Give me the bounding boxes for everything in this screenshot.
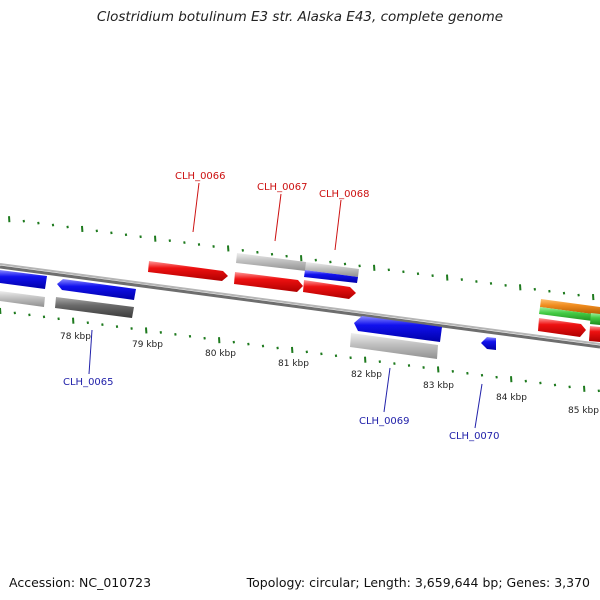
gene-arrow[interactable] bbox=[55, 297, 134, 318]
gene-arrow[interactable] bbox=[0, 291, 45, 307]
scale-label: 78 kbp bbox=[60, 332, 91, 342]
gene-arrow[interactable] bbox=[538, 318, 586, 337]
scale-label: 80 kbp bbox=[205, 349, 236, 359]
gene-arrow[interactable] bbox=[354, 316, 442, 342]
gene-arrow[interactable] bbox=[304, 270, 358, 283]
genome-map[interactable]: 78 kbp 79 kbp 80 kbp 81 kbp 82 kbp 83 kb… bbox=[0, 0, 600, 560]
scale-label: 82 kbp bbox=[351, 370, 382, 380]
gene-arrow[interactable] bbox=[350, 333, 438, 359]
scale-label: 85 kbp bbox=[568, 406, 599, 416]
gene-arrow[interactable] bbox=[303, 280, 356, 299]
genome-summary: Topology: circular; Length: 3,659,644 bp… bbox=[246, 575, 590, 590]
gene-label[interactable]: CLH_0065 bbox=[63, 377, 114, 388]
gene-arrow[interactable] bbox=[539, 307, 600, 322]
accession-text: Accession: NC_010723 bbox=[9, 575, 152, 590]
genome-backbone bbox=[0, 263, 600, 349]
gene-arrow[interactable] bbox=[57, 279, 136, 300]
gene-label[interactable]: CLH_0068 bbox=[319, 189, 370, 200]
page-title: Clostridium botulinum E3 str. Alaska E43… bbox=[96, 9, 504, 25]
gene-arrow[interactable] bbox=[589, 326, 600, 342]
scale-label: 83 kbp bbox=[423, 381, 454, 391]
gene-features bbox=[0, 253, 600, 359]
gene-arrow[interactable] bbox=[236, 253, 306, 271]
gene-arrow[interactable] bbox=[590, 313, 600, 325]
tick-marks bbox=[0, 216, 600, 393]
gene-arrow[interactable] bbox=[540, 299, 600, 315]
gene-arrow[interactable] bbox=[481, 337, 496, 350]
gene-label[interactable]: CLH_0066 bbox=[175, 171, 226, 182]
gene-label[interactable]: CLH_0067 bbox=[257, 182, 308, 193]
gene-arrow[interactable] bbox=[148, 261, 228, 281]
gene-label[interactable]: CLH_0069 bbox=[359, 416, 410, 427]
scale-label: 79 kbp bbox=[132, 340, 163, 350]
scale-label: 84 kbp bbox=[496, 393, 527, 403]
gene-label[interactable]: CLH_0070 bbox=[449, 431, 500, 442]
gene-arrow[interactable] bbox=[305, 262, 359, 277]
label-leaders bbox=[88, 182, 483, 429]
gene-arrow[interactable] bbox=[234, 272, 303, 292]
scale-label: 81 kbp bbox=[278, 359, 309, 369]
gene-arrow[interactable] bbox=[0, 270, 47, 289]
